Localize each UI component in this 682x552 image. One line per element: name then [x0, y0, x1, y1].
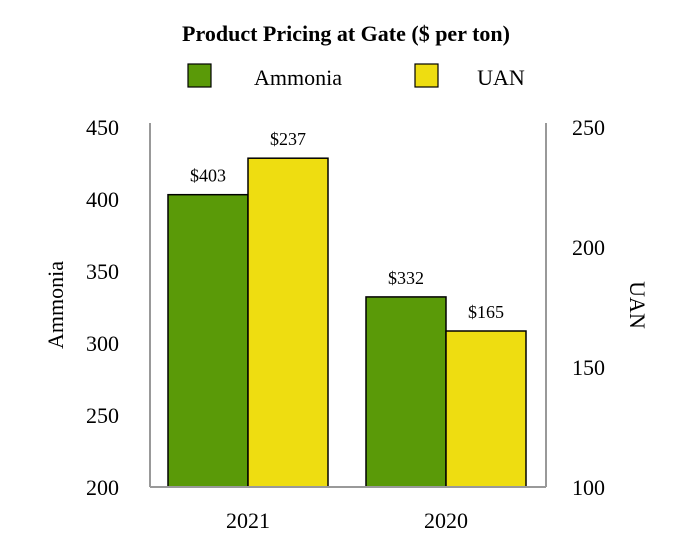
left-tick-label: 300: [86, 331, 119, 356]
legend-swatch-uan: [414, 63, 439, 88]
left-axis-ticks: 450 400 350 300 250 200: [86, 115, 119, 500]
right-tick-label: 150: [572, 355, 605, 380]
left-axis-label: Ammonia: [43, 261, 68, 349]
right-axis-label: UAN: [625, 281, 650, 329]
left-tick-label: 350: [86, 259, 119, 284]
legend: Ammonia UAN: [187, 63, 525, 90]
bars: $403 $237 $332 $165: [167, 129, 527, 488]
legend-swatch-ammonia: [187, 63, 212, 88]
legend-item-ammonia[interactable]: Ammonia: [187, 63, 342, 90]
category-labels: 2021 2020: [226, 508, 468, 533]
left-tick-label: 200: [86, 475, 119, 500]
legend-item-uan[interactable]: UAN: [414, 63, 525, 90]
data-label-ammonia-2020: $332: [388, 268, 424, 288]
bar-ammonia-2021[interactable]: [167, 193, 249, 488]
bar-ammonia-2020[interactable]: [365, 296, 447, 488]
right-tick-label: 200: [572, 235, 605, 260]
right-tick-label: 250: [572, 115, 605, 140]
right-tick-label: 100: [572, 475, 605, 500]
left-tick-label: 400: [86, 187, 119, 212]
data-label-ammonia-2021: $403: [190, 166, 226, 186]
bar-uan-2020[interactable]: [445, 330, 527, 488]
axes: [149, 123, 547, 488]
data-label-uan-2021: $237: [270, 129, 306, 149]
bar-uan-2021[interactable]: [247, 157, 329, 488]
left-tick-label: 250: [86, 403, 119, 428]
left-tick-label: 450: [86, 115, 119, 140]
data-label-uan-2020: $165: [468, 302, 504, 322]
legend-label-ammonia: Ammonia: [254, 65, 342, 90]
legend-label-uan: UAN: [477, 65, 525, 90]
right-axis-ticks: 250 200 150 100: [572, 115, 605, 500]
category-label-2020: 2020: [424, 508, 468, 533]
chart-title: Product Pricing at Gate ($ per ton): [182, 21, 510, 46]
category-label-2021: 2021: [226, 508, 270, 533]
